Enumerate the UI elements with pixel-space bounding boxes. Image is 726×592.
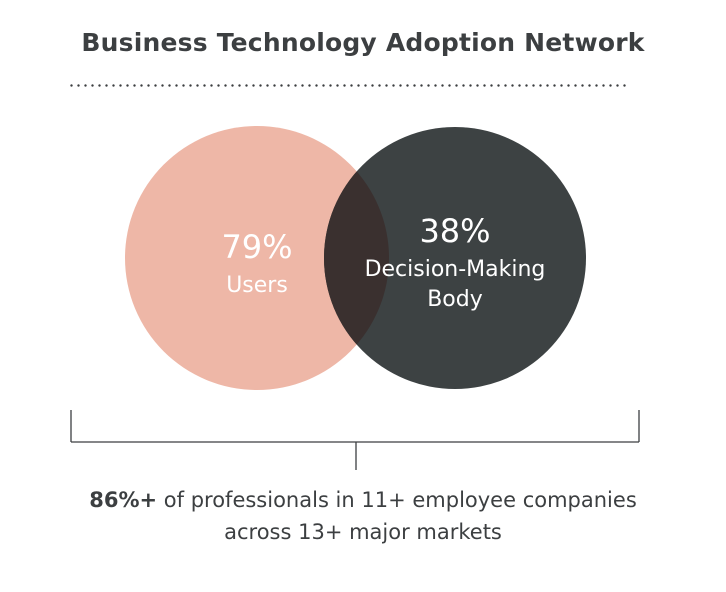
decision-label-line2: Body — [427, 287, 483, 312]
decision-percentage: 38% — [419, 212, 490, 250]
dotted-divider — [68, 84, 630, 87]
decision-label-line1: Decision-Making — [365, 257, 546, 282]
decision-making-circle — [324, 127, 586, 389]
summary-bracket — [70, 410, 640, 470]
users-circle — [125, 126, 389, 390]
users-percentage: 79% — [221, 228, 292, 266]
summary-caption: 86%+ of professionals in 11+ employee co… — [0, 484, 726, 548]
caption-line-1: 86%+ of professionals in 11+ employee co… — [0, 484, 726, 516]
diagram-title: Business Technology Adoption Network — [81, 28, 645, 57]
caption-highlight: 86%+ — [89, 488, 158, 512]
caption-line-2: across 13+ major markets — [224, 520, 502, 544]
caption-line-1-text: of professionals in 11+ employee compani… — [157, 488, 637, 512]
users-label: Users — [226, 273, 288, 298]
